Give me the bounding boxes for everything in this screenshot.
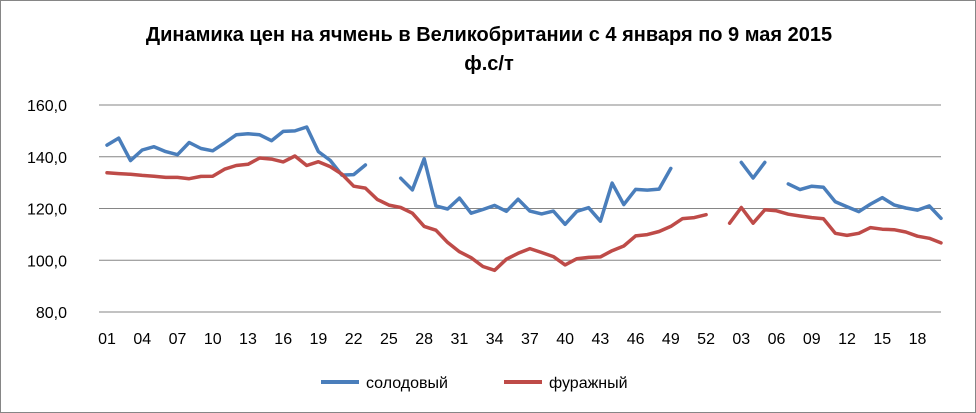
x-tick-label: 15 — [873, 331, 891, 348]
grid-layer — [99, 104, 941, 313]
x-tick-label: 46 — [627, 331, 645, 348]
legend-label-malting: солодовый — [366, 375, 448, 392]
x-tick-label: 52 — [697, 331, 715, 348]
x-tick-label: 01 — [98, 331, 116, 348]
chart-subtitle: ф.с/т — [464, 53, 514, 75]
x-tick-labels: 01 04 07 10 13 16 19 22 25 28 31 34 37 40 43 46 49 52 03 06… — [98, 331, 926, 348]
legend-label-feed: фуражный — [549, 375, 628, 392]
series-line-0 — [398, 157, 673, 227]
x-tick-label: 49 — [662, 331, 680, 348]
y-tick-label: 100,0 — [27, 253, 67, 270]
y-tick-label: 80,0 — [36, 305, 67, 322]
x-tick-label: 07 — [169, 331, 187, 348]
series-line-0 — [105, 125, 368, 177]
chart-title: Динамика цен на ячмень в Великобритании … — [146, 24, 832, 46]
x-tick-label: 31 — [450, 331, 468, 348]
x-tick-label: 19 — [310, 331, 328, 348]
x-tick-label: 03 — [732, 331, 750, 348]
x-tick-label: 25 — [380, 331, 398, 348]
x-tick-label: 13 — [239, 331, 257, 348]
x-tick-label: 40 — [556, 331, 574, 348]
series-layer — [105, 125, 943, 273]
x-tick-label: 06 — [768, 331, 786, 348]
x-tick-label: 09 — [803, 331, 821, 348]
y-tick-label: 140,0 — [27, 150, 67, 167]
x-tick-label: 37 — [521, 331, 539, 348]
x-tick-label: 12 — [838, 331, 856, 348]
x-tick-label: 28 — [415, 331, 433, 348]
x-tick-label: 04 — [133, 331, 151, 348]
series-line-1 — [727, 205, 943, 245]
series-line-0 — [739, 160, 767, 180]
legend: солодовый фуражный — [321, 375, 628, 392]
y-tick-labels: 80,0 100,0 120,0 140,0 160,0 — [27, 98, 67, 322]
y-tick-label: 160,0 — [27, 98, 67, 115]
x-tick-label: 10 — [204, 331, 222, 348]
x-tick-label: 16 — [274, 331, 292, 348]
series-line-0 — [786, 182, 943, 221]
x-tick-label: 43 — [591, 331, 609, 348]
x-tick-label: 34 — [486, 331, 504, 348]
series-line-1 — [105, 154, 708, 273]
x-tick-label: 18 — [909, 331, 927, 348]
x-tick-label: 22 — [345, 331, 363, 348]
y-tick-label: 120,0 — [27, 202, 67, 219]
